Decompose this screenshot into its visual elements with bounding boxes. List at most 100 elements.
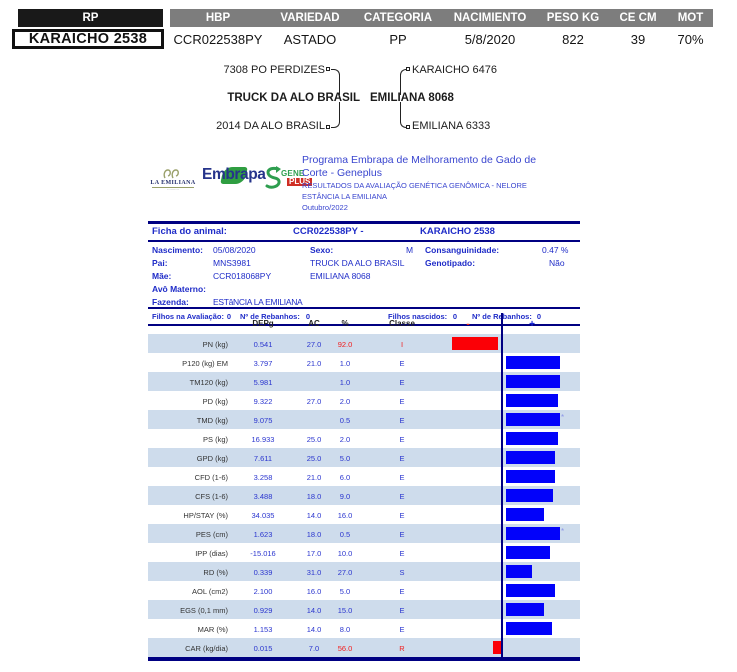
ac-value: 25.0 bbox=[306, 454, 322, 463]
pct-value: 5.0 bbox=[339, 454, 351, 463]
pedigree-node-dot bbox=[326, 125, 330, 129]
ac-value: 21.0 bbox=[306, 473, 322, 482]
depg-value: 2.100 bbox=[253, 587, 273, 596]
la-emiliana-logo: LA EMILIANA ·········· bbox=[148, 168, 198, 192]
positive-bar bbox=[506, 565, 532, 578]
depg-value: 0.015 bbox=[253, 644, 273, 653]
ac-value: 25.0 bbox=[306, 435, 322, 444]
program-subtitle: RESULTADOS DA AVALIAÇÃO GENÉTICA GENÔMIC… bbox=[302, 181, 527, 190]
pct-value: 0.5 bbox=[339, 416, 351, 425]
depg-value: 5.981 bbox=[253, 378, 273, 387]
positive-bar bbox=[506, 603, 544, 616]
trait-label: P120 (kg) EM bbox=[182, 359, 228, 368]
trait-label: CFD (1-6) bbox=[194, 473, 228, 482]
ac-value: 14.0 bbox=[306, 625, 322, 634]
la-emiliana-tagline: ·········· bbox=[167, 188, 179, 192]
classe-value: E bbox=[399, 454, 405, 463]
classe-value: E bbox=[399, 492, 405, 501]
positive-bar bbox=[506, 489, 553, 502]
fazenda-label: Fazenda: bbox=[152, 297, 189, 307]
dep-row: PD (kg) 9.322 27.0 2.0 E bbox=[148, 391, 580, 410]
ac-value: 31.0 bbox=[306, 568, 322, 577]
value-peso-kg: 822 bbox=[562, 31, 584, 47]
classe-value: E bbox=[399, 606, 405, 615]
pct-value: 8.0 bbox=[339, 625, 351, 634]
nascimento-label: Nascimento: bbox=[152, 245, 204, 255]
program-title-line2: Corte - Geneplus bbox=[302, 166, 382, 179]
filhos-nascidos-value: 0 bbox=[452, 312, 458, 321]
classe-value: E bbox=[399, 473, 405, 482]
consanguinidade-value: 0.47 % bbox=[542, 245, 569, 255]
embrapa-logo: Embrapa bbox=[202, 166, 266, 188]
col-depg: DEPg bbox=[252, 319, 274, 328]
classe-value: E bbox=[399, 416, 405, 425]
divider bbox=[148, 307, 580, 309]
pct-value: 92.0 bbox=[337, 340, 353, 349]
header-categoria: CATEGORIA bbox=[363, 12, 433, 24]
value-mot: 70% bbox=[677, 31, 704, 47]
positive-bar bbox=[506, 432, 558, 445]
trait-label: IPP (dias) bbox=[195, 549, 228, 558]
header-variedad: VARIEDAD bbox=[280, 12, 340, 24]
header-mot: MOT bbox=[677, 12, 704, 24]
col-ac: AC bbox=[308, 319, 320, 328]
depg-value: -15.016 bbox=[250, 549, 276, 558]
pct-value: 1.0 bbox=[339, 378, 351, 387]
pct-value: 1.0 bbox=[339, 359, 351, 368]
dep-row: TM120 (kg) 5.981 1.0 E bbox=[148, 372, 580, 391]
depg-value: 1.623 bbox=[253, 530, 273, 539]
geneplus-plus-label: PLUS bbox=[287, 177, 313, 186]
pai-nome-value: TRUCK DA ALO BRASIL bbox=[310, 258, 405, 268]
filhos-avaliacao-label: Filhos na Avaliação: bbox=[152, 312, 224, 321]
pct-value: 9.0 bbox=[339, 492, 351, 501]
depg-value: 0.541 bbox=[253, 340, 273, 349]
header-peso-kg: PESO KG bbox=[546, 12, 600, 24]
bar-marker: * bbox=[561, 413, 565, 422]
program-title-line1: Programa Embrapa de Melhoramento de Gado… bbox=[302, 154, 537, 166]
classe-value: E bbox=[399, 587, 405, 596]
classe-value: E bbox=[399, 378, 405, 387]
positive-bar bbox=[506, 622, 552, 635]
fazenda-value: ESTâNCIA LA EMILIANA bbox=[213, 297, 303, 307]
rebanhos1-label: Nº de Rebanhos: bbox=[240, 312, 300, 321]
classe-value: R bbox=[399, 644, 405, 653]
col-minus: - bbox=[466, 319, 470, 330]
positive-bar bbox=[506, 451, 555, 464]
col-pct: % bbox=[341, 319, 349, 328]
animal-record-card: Ficha do animal: CCR022538PY - KARAICHO … bbox=[148, 221, 580, 326]
la-emiliana-wordmark: LA EMILIANA bbox=[150, 180, 196, 186]
bar-marker: * bbox=[561, 527, 565, 536]
geneplus-logo: GENE PLUS bbox=[262, 166, 313, 190]
depg-value: 3.258 bbox=[253, 473, 273, 482]
sire-sire-name: 7308 PO PERDIZES bbox=[223, 64, 326, 76]
rp-column-header: RP bbox=[18, 9, 163, 27]
sire-name: TRUCK DA ALO BRASIL bbox=[227, 92, 360, 104]
filhos-avaliacao-value: 0 bbox=[226, 312, 232, 321]
dep-rows: PN (kg) 0.541 27.0 92.0 I P120 (kg) EM 3.797 21… bbox=[148, 334, 580, 657]
sexo-label: Sexo: bbox=[310, 245, 334, 255]
dep-row: PS (kg) 16.933 25.0 2.0 E bbox=[148, 429, 580, 448]
classe-value: I bbox=[400, 340, 404, 349]
ac-value: 18.0 bbox=[306, 530, 322, 539]
divider bbox=[148, 324, 580, 326]
depg-value: 34.035 bbox=[251, 511, 275, 520]
positive-bar bbox=[506, 394, 558, 407]
pct-value: 2.0 bbox=[339, 435, 351, 444]
sexo-value: M bbox=[406, 245, 414, 255]
dep-row: CFD (1-6) 3.258 21.0 6.0 E bbox=[148, 467, 580, 486]
dam-name: EMILIANA 8068 bbox=[370, 92, 454, 104]
record-title-label: Ficha do animal: bbox=[152, 226, 227, 237]
depg-value: 3.488 bbox=[253, 492, 273, 501]
dep-row: TMD (kg) 9.075 0.5 E * bbox=[148, 410, 580, 429]
geneplus-s-icon bbox=[265, 166, 281, 189]
positive-bar bbox=[506, 413, 560, 426]
header-nacimiento: NACIMIENTO bbox=[453, 12, 527, 24]
dam-sire-name: KARAICHO 6476 bbox=[412, 64, 497, 76]
dep-center-line bbox=[501, 313, 503, 657]
classe-value: E bbox=[399, 511, 405, 520]
embrapa-wordmark: Embrapa bbox=[202, 166, 266, 183]
genotipado-value: Não bbox=[549, 258, 565, 268]
rebanhos1-value: 0 bbox=[305, 312, 311, 321]
pedigree-node-dot bbox=[406, 67, 410, 71]
trait-label: PS (kg) bbox=[202, 435, 228, 444]
